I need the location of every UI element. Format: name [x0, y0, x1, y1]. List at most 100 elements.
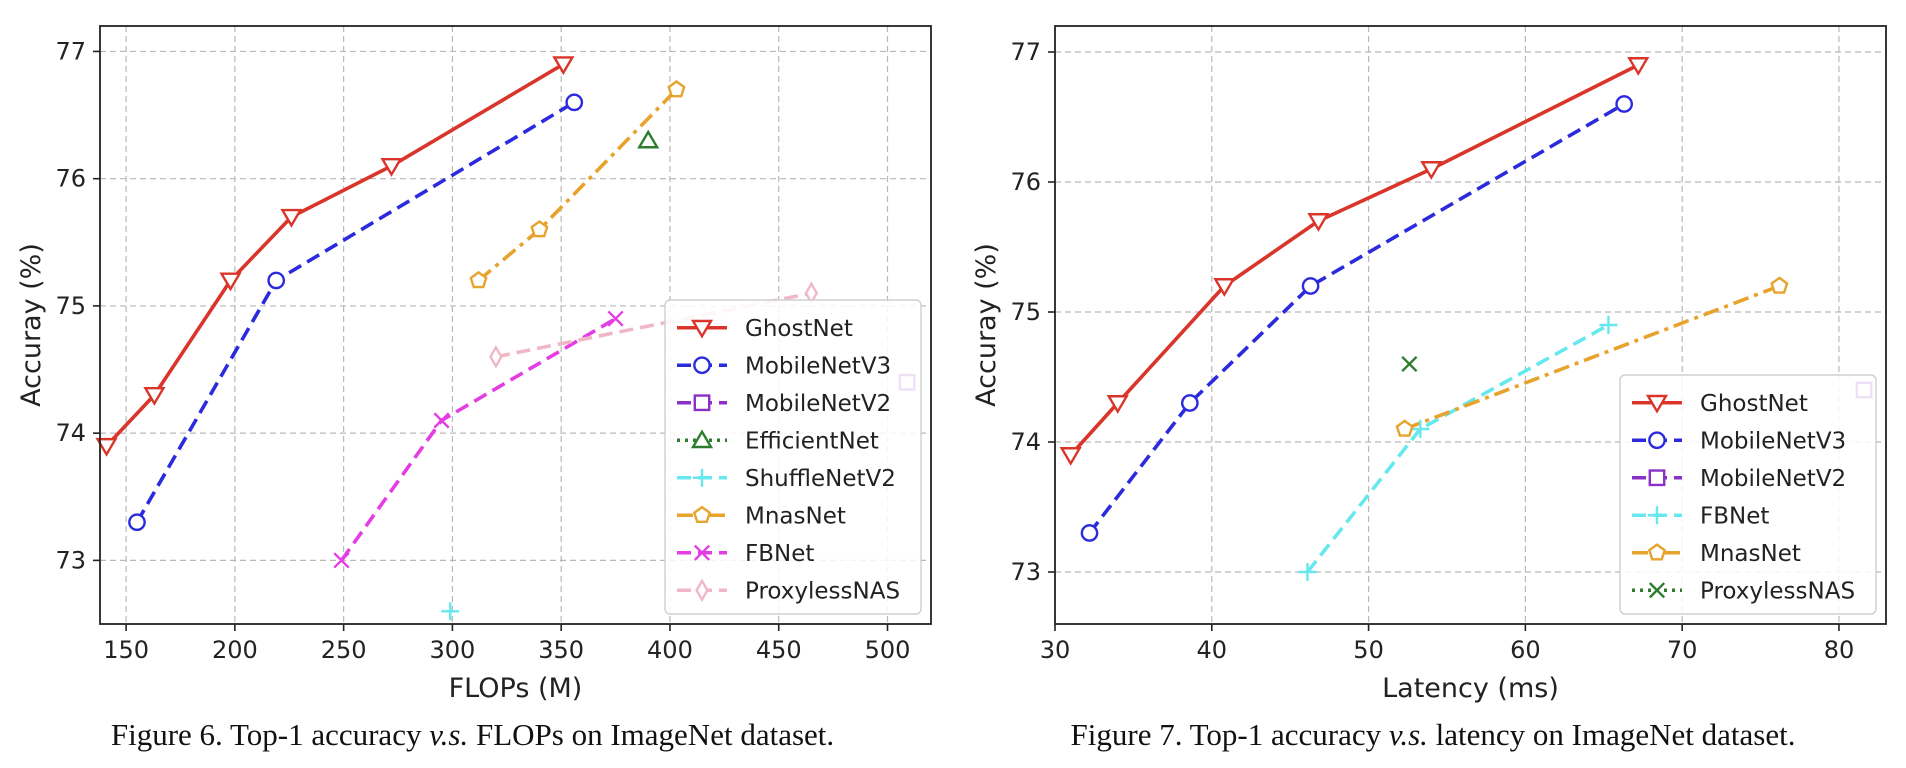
y-tick-label: 75 [55, 292, 86, 320]
x-tick-label: 350 [538, 636, 584, 664]
legend-marker [692, 505, 712, 524]
series-line-proxylessnas [495, 291, 812, 359]
legend-marker [693, 356, 711, 375]
legend-label-mobilenetv3: MobileNetV3 [1700, 428, 1846, 454]
chart-1: 150 200 250 300 350 400 450 500 73 74 75 76 77 FLOPs … [16, 25, 932, 704]
legend-label-mobilenetv2: MobileNetV2 [745, 391, 891, 417]
data-point-proxylessnas [489, 344, 503, 369]
legend-marker [693, 394, 711, 412]
legend-label-mobilenetv2: MobileNetV2 [1700, 466, 1846, 492]
x-tick-label: 80 [1824, 636, 1855, 664]
x-tick-label: 50 [1353, 636, 1384, 664]
legend-marker [1645, 394, 1669, 414]
axes-frame [99, 25, 932, 625]
chart-2: 30 40 50 60 70 80 73 74 75 76 77 Latency (ms) Accura… [971, 25, 1887, 704]
data-point-mnasnet [469, 270, 488, 289]
data-point-mobilenetv3 [128, 513, 146, 532]
data-point-ghostnet [1420, 161, 1443, 180]
y-axis-label: Accuray (%) [971, 243, 1002, 407]
legend-box [664, 299, 922, 615]
y-axis-label: Accuray (%) [16, 243, 47, 407]
legend-marker [1648, 506, 1666, 525]
figure-charts: 150 200 250 300 350 400 450 500 73 74 75 76 77 FLOPs … [16, 25, 1887, 704]
x-axis-label: FLOPs (M) [449, 673, 583, 704]
data-point-ghostnet [1213, 278, 1236, 297]
series-line-ghostnet [105, 62, 565, 448]
data-point-mobilenetv3 [267, 271, 286, 290]
legend-label-proxylessnas: ProxylessNAS [745, 578, 900, 604]
series-line-mnasnet [477, 88, 678, 282]
legend-label-fbnet: FBNet [745, 541, 814, 567]
data-point-ghostnet [380, 158, 403, 177]
x-tick-label: 250 [321, 636, 367, 664]
legend-marker [693, 544, 711, 561]
y-tick-label: 74 [1010, 428, 1041, 456]
legend-label-ghostnet: GhostNet [1700, 391, 1808, 417]
data-point-fbnet [1411, 420, 1430, 438]
legend-label-efficientnet: EfficientNet [745, 428, 879, 454]
data-point-fbnet [433, 412, 450, 429]
y-tick-label: 77 [55, 37, 86, 65]
y-tick-label: 73 [55, 546, 86, 574]
x-tick-label: 300 [430, 636, 476, 664]
legend-marker [695, 578, 709, 603]
x-tick-label: 150 [103, 636, 149, 664]
data-point-mobilenetv3 [1080, 524, 1099, 542]
x-axis-label: Latency (ms) [1382, 673, 1559, 704]
y-tick-label: 74 [55, 419, 86, 447]
data-point-efficientnet [637, 129, 660, 149]
legend-marker [693, 468, 711, 487]
legend-label-mnasnet: MnasNet [745, 503, 846, 529]
data-point-ghostnet [280, 208, 303, 228]
legend-label-mobilenetv3: MobileNetV3 [745, 353, 891, 379]
data-point-mnasnet [1395, 419, 1414, 437]
legend-label-proxylessnas: ProxylessNAS [1700, 578, 1855, 604]
data-point-fbnet [1298, 563, 1317, 581]
legend-marker [1647, 543, 1667, 561]
series-line-ghostnet [1069, 63, 1640, 457]
data-point-mnasnet [530, 219, 549, 238]
axes-frame [1054, 25, 1887, 625]
y-tick-label: 76 [55, 165, 86, 193]
legend-marker [1648, 469, 1666, 487]
legend-box [1619, 374, 1877, 615]
data-point-mnasnet [667, 80, 686, 98]
legend: GhostNet MobileNetV3 MobileNetV2 FBNet MnasN… [1619, 374, 1877, 615]
series-line-mobilenetv3 [135, 100, 576, 524]
figure-7-caption: Figure 7. Top-1 accuracy v.s. latency on… [1070, 717, 1796, 752]
data-point-mobilenetv3 [565, 93, 584, 112]
x-tick-label: 450 [756, 636, 802, 664]
x-tick-label: 200 [212, 636, 258, 664]
data-point-ghostnet [1106, 395, 1129, 414]
data-point-ghostnet [1059, 447, 1082, 466]
legend-label-fbnet: FBNet [1700, 503, 1769, 529]
data-point-mobilenetv3 [1180, 394, 1199, 412]
legend-marker [690, 429, 714, 449]
data-point-fbnet [1599, 316, 1618, 334]
x-tick-label: 60 [1510, 636, 1541, 664]
data-point-shufflenetv2 [441, 602, 460, 621]
data-point-ghostnet [143, 387, 166, 406]
data-point-ghostnet [1627, 57, 1650, 76]
legend-label-shufflenetv2: ShuffleNetV2 [745, 466, 896, 492]
x-tick-label: 40 [1197, 636, 1228, 664]
y-tick-label: 77 [1010, 38, 1041, 66]
legend-marker [1648, 431, 1666, 450]
y-tick-label: 76 [1010, 168, 1041, 196]
x-tick-label: 400 [647, 636, 693, 664]
y-tick-label: 73 [1010, 558, 1041, 586]
data-point-ghostnet [219, 272, 242, 292]
series-line-fbnet [340, 317, 617, 562]
legend-marker [1648, 582, 1666, 599]
legend-label-ghostnet: GhostNet [745, 316, 853, 342]
y-tick-label: 75 [1010, 298, 1041, 326]
figure-6-caption: Figure 6. Top-1 accuracy v.s. FLOPs on I… [110, 717, 835, 752]
data-point-fbnet [333, 552, 350, 569]
x-tick-label: 30 [1040, 636, 1071, 664]
data-point-ghostnet [1307, 213, 1330, 232]
data-point-proxylessnas [1401, 355, 1418, 373]
legend-marker [690, 319, 714, 339]
data-point-fbnet [607, 310, 624, 327]
x-tick-label: 500 [865, 636, 911, 664]
series-line-mnasnet [1404, 284, 1781, 431]
